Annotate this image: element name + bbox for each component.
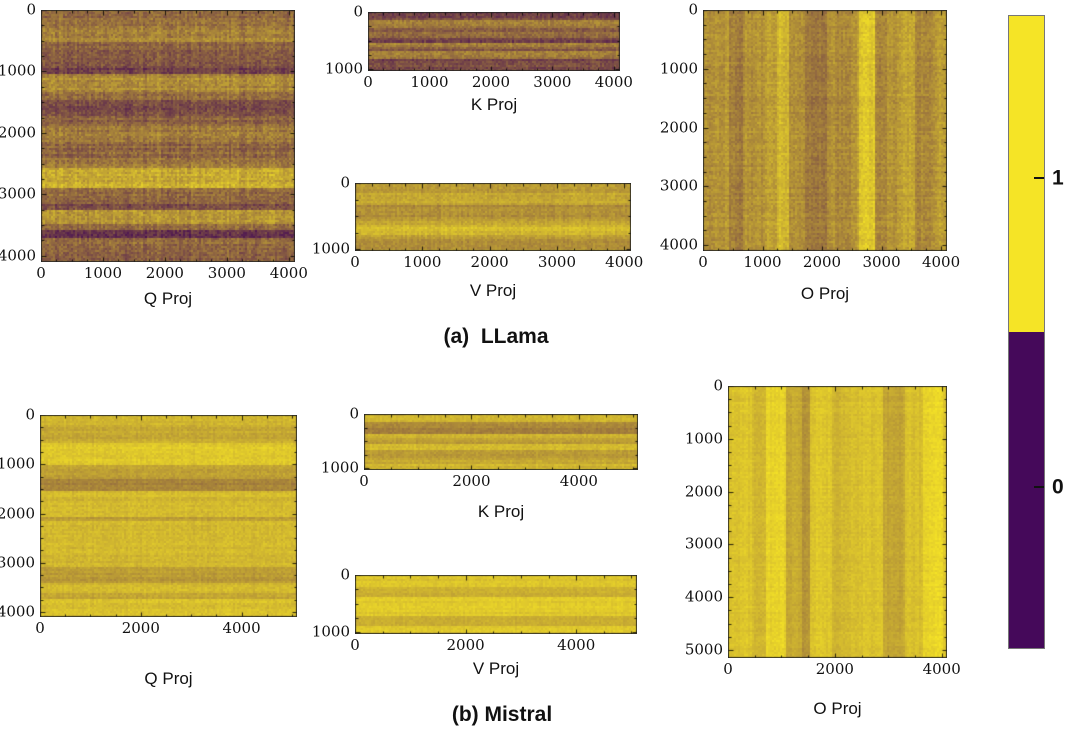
x-tick-label-mistral-o: 0 (723, 660, 733, 678)
y-tick-label-llama-q: 2000 (0, 123, 36, 142)
y-tick-label-llama-o: 4000 (659, 235, 698, 254)
x-tick-label-mistral-k: 4000 (559, 472, 598, 490)
y-tick-label-mistral-q: 2000 (0, 504, 35, 523)
y-tick-label-mistral-o: 3000 (684, 534, 723, 553)
y-tick-label-llama-q: 3000 (0, 184, 36, 203)
y-tick-label-mistral-o: 1000 (684, 429, 723, 448)
x-tick-label-llama-q: 2000 (145, 264, 184, 282)
y-tick-label-mistral-k: 0 (349, 404, 359, 423)
colorbar-tick-mark (1034, 485, 1044, 488)
y-tick-label-mistral-q: 0 (25, 405, 35, 424)
x-tick-label-llama-k: 1000 (410, 73, 449, 91)
x-tick-label-llama-q: 3000 (207, 264, 246, 282)
x-tick-label-mistral-o: 2000 (815, 660, 854, 678)
x-tick-label-llama-q: 0 (36, 264, 46, 282)
x-tick-label-mistral-k: 0 (359, 472, 369, 490)
x-tick-label-llama-k: 0 (363, 73, 373, 91)
colorbar-segment-yellow (1009, 16, 1044, 332)
x-tick-label-llama-o: 4000 (921, 253, 961, 271)
heatmap-image-mistral-q (40, 415, 297, 617)
y-tick-label-llama-o: 3000 (659, 176, 698, 195)
caption-llama: (a) LLama (443, 325, 549, 348)
x-tick-label-llama-k: 2000 (471, 73, 511, 91)
colorbar-tick-label-1: 1 (1052, 166, 1064, 190)
x-tick-label-llama-v: 2000 (470, 253, 509, 271)
x-tick-label-llama-o: 3000 (862, 253, 901, 271)
x-tick-label-mistral-q: 2000 (121, 619, 160, 637)
x-tick-label-mistral-v: 2000 (446, 636, 485, 654)
x-tick-label-llama-q: 4000 (269, 264, 308, 282)
x-tick-label-llama-o: 2000 (802, 253, 842, 271)
panel-title-llama-v: V Proj (469, 281, 517, 300)
y-tick-label-llama-k: 0 (353, 2, 363, 21)
x-tick-label-llama-k: 4000 (594, 73, 633, 91)
y-tick-label-mistral-q: 1000 (0, 454, 35, 473)
y-tick-label-mistral-o: 0 (713, 376, 723, 395)
x-tick-label-llama-o: 0 (698, 253, 708, 271)
x-tick-label-llama-v: 4000 (605, 253, 644, 271)
x-tick-label-llama-k: 3000 (533, 73, 572, 91)
y-tick-label-mistral-o: 2000 (684, 482, 723, 501)
caption-mistral: (b) Mistral (451, 703, 553, 726)
y-tick-label-llama-q: 4000 (0, 246, 36, 265)
panel-title-llama-o: O Proj (800, 284, 850, 303)
y-tick-label-llama-v: 0 (340, 173, 350, 192)
y-tick-label-mistral-k: 1000 (320, 458, 359, 477)
panel-title-mistral-v: V Proj (472, 659, 520, 678)
heatmap-image-mistral-o (728, 386, 947, 658)
y-tick-label-llama-v: 1000 (311, 239, 350, 258)
heatmap-image-mistral-k (364, 414, 638, 470)
x-tick-label-mistral-v: 4000 (557, 636, 596, 654)
colorbar-tick-label-0: 0 (1052, 475, 1064, 499)
heatmap-image-llama-o (703, 10, 947, 251)
x-tick-label-llama-q: 1000 (83, 264, 123, 282)
y-tick-label-mistral-q: 3000 (0, 553, 35, 572)
y-tick-label-llama-q: 0 (26, 0, 36, 19)
x-tick-label-mistral-v: 0 (350, 636, 360, 654)
x-tick-label-llama-v: 3000 (537, 253, 577, 271)
y-tick-label-llama-o: 1000 (659, 59, 698, 78)
x-tick-label-llama-o: 1000 (743, 253, 782, 271)
y-tick-label-mistral-v: 1000 (311, 622, 350, 641)
y-tick-label-mistral-v: 0 (340, 565, 350, 584)
heatmap-image-llama-v (355, 183, 631, 251)
y-tick-label-llama-o: 2000 (659, 118, 698, 137)
x-tick-label-mistral-q: 0 (35, 619, 45, 637)
x-tick-label-mistral-k: 2000 (452, 472, 491, 490)
y-tick-label-llama-o: 0 (688, 0, 698, 19)
heatmap-image-llama-k (368, 12, 620, 71)
x-tick-label-mistral-q: 4000 (222, 619, 261, 637)
y-tick-label-mistral-q: 4000 (0, 602, 35, 621)
y-tick-label-mistral-o: 4000 (684, 587, 723, 606)
colorbar-tick-mark (1034, 176, 1044, 179)
panel-title-mistral-o: O Proj (813, 699, 862, 718)
panel-title-mistral-k: K Proj (477, 502, 525, 521)
y-tick-label-llama-q: 1000 (0, 61, 36, 80)
panel-title-mistral-q: Q Proj (144, 669, 193, 688)
panel-title-llama-q: Q Proj (143, 289, 193, 308)
colorbar-segment-purple (1009, 332, 1044, 648)
x-tick-label-mistral-o: 4000 (922, 660, 961, 678)
x-tick-label-llama-v: 0 (350, 253, 360, 271)
y-tick-label-llama-k: 1000 (324, 59, 363, 78)
heatmap-image-llama-q (41, 10, 295, 262)
heatmap-image-mistral-v (355, 575, 637, 634)
panel-title-llama-k: K Proj (470, 95, 518, 114)
y-tick-label-mistral-o: 5000 (684, 640, 723, 659)
x-tick-label-llama-v: 1000 (403, 253, 442, 271)
